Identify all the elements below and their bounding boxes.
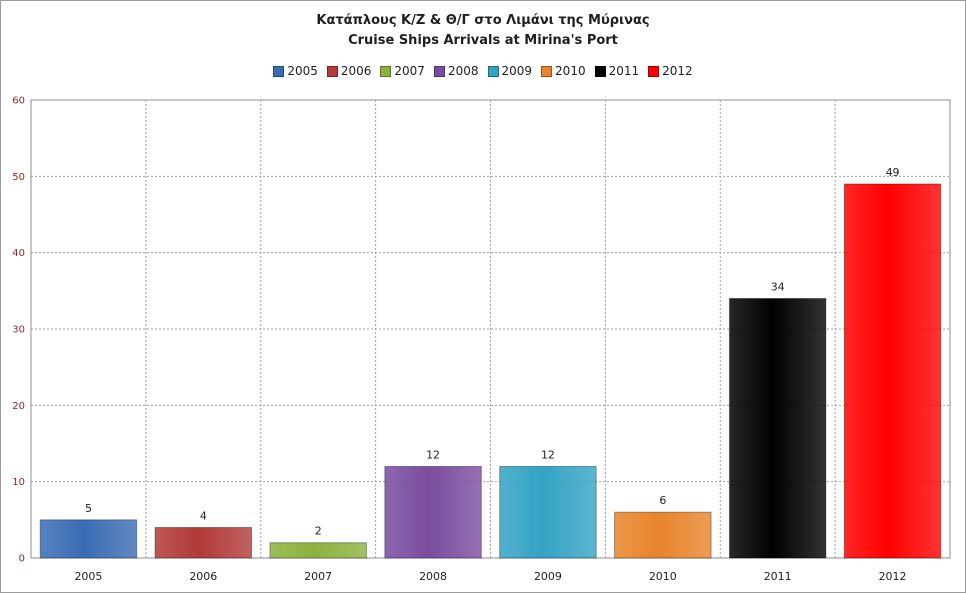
data-label-2005: 5 (85, 502, 92, 515)
data-label-2011: 34 (771, 280, 785, 293)
legend-label: 2011 (608, 64, 640, 78)
y-tick-label: 20 (12, 401, 25, 412)
x-tick-label: 2008 (419, 570, 447, 583)
data-label-2006: 4 (200, 509, 207, 522)
legend: 2005 2006 2007 2008 2009 2010 2011 2012 (1, 64, 965, 78)
legend-label: 2006 (340, 64, 372, 78)
legend-label: 2007 (394, 64, 425, 78)
data-label-2008: 12 (426, 448, 440, 461)
legend-swatch (326, 65, 338, 77)
y-tick-label: 10 (12, 477, 25, 488)
legend-swatch (273, 65, 285, 77)
data-label-2012: 49 (886, 166, 900, 179)
legend-item-2009: 2009 (487, 64, 533, 78)
legend-swatch (487, 65, 499, 77)
x-tick-label: 2009 (534, 570, 562, 583)
y-tick-label: 40 (12, 248, 25, 259)
legend-swatch (594, 65, 606, 77)
data-label-2009: 12 (541, 448, 555, 461)
y-tick-label: 0 (19, 554, 25, 565)
legend-label: 2009 (501, 64, 533, 78)
legend-item-2010: 2010 (541, 64, 586, 78)
x-tick-label: 2012 (879, 570, 907, 583)
legend-item-2005: 2005 (273, 64, 318, 78)
legend-swatch (541, 65, 553, 77)
chart-subtitle: Cruise Ships Arrivals at Mirina's Port (348, 33, 618, 48)
legend-item-2012: 2012 (648, 64, 693, 78)
legend-item-2007: 2007 (380, 64, 425, 78)
x-tick-label: 2005 (74, 570, 102, 583)
bar-2007 (269, 542, 367, 559)
legend-label: 2008 (447, 64, 479, 78)
y-tick-label: 30 (12, 325, 25, 336)
y-tick-label: 50 (12, 172, 25, 183)
x-tick-label: 2007 (304, 570, 332, 583)
legend-label: 2010 (555, 64, 586, 78)
x-tick-label: 2006 (189, 570, 217, 583)
bar-2005 (39, 519, 138, 559)
bar-2009 (499, 465, 597, 559)
data-label-2010: 6 (659, 494, 666, 507)
legend-label: 2005 (287, 64, 318, 78)
x-tick-label: 2011 (764, 570, 792, 583)
bar-2008 (384, 465, 482, 559)
legend-item-2011: 2011 (594, 64, 640, 78)
legend-swatch (648, 65, 660, 77)
legend-item-2008: 2008 (433, 64, 479, 78)
legend-label: 2012 (662, 64, 693, 78)
chart-title: Κατάπλους Κ/Ζ & Θ/Γ στο Λιμάνι της Μύριν… (316, 13, 650, 28)
data-label-2007: 2 (315, 525, 322, 538)
x-tick-label: 2010 (649, 570, 677, 583)
bar-2011 (728, 297, 827, 559)
bar-2006 (154, 526, 253, 559)
legend-swatch (433, 65, 445, 77)
bar-2010 (614, 511, 712, 559)
bar-2012 (843, 183, 942, 559)
y-tick-label: 60 (12, 96, 25, 107)
legend-swatch (380, 65, 392, 77)
legend-item-2006: 2006 (326, 64, 372, 78)
